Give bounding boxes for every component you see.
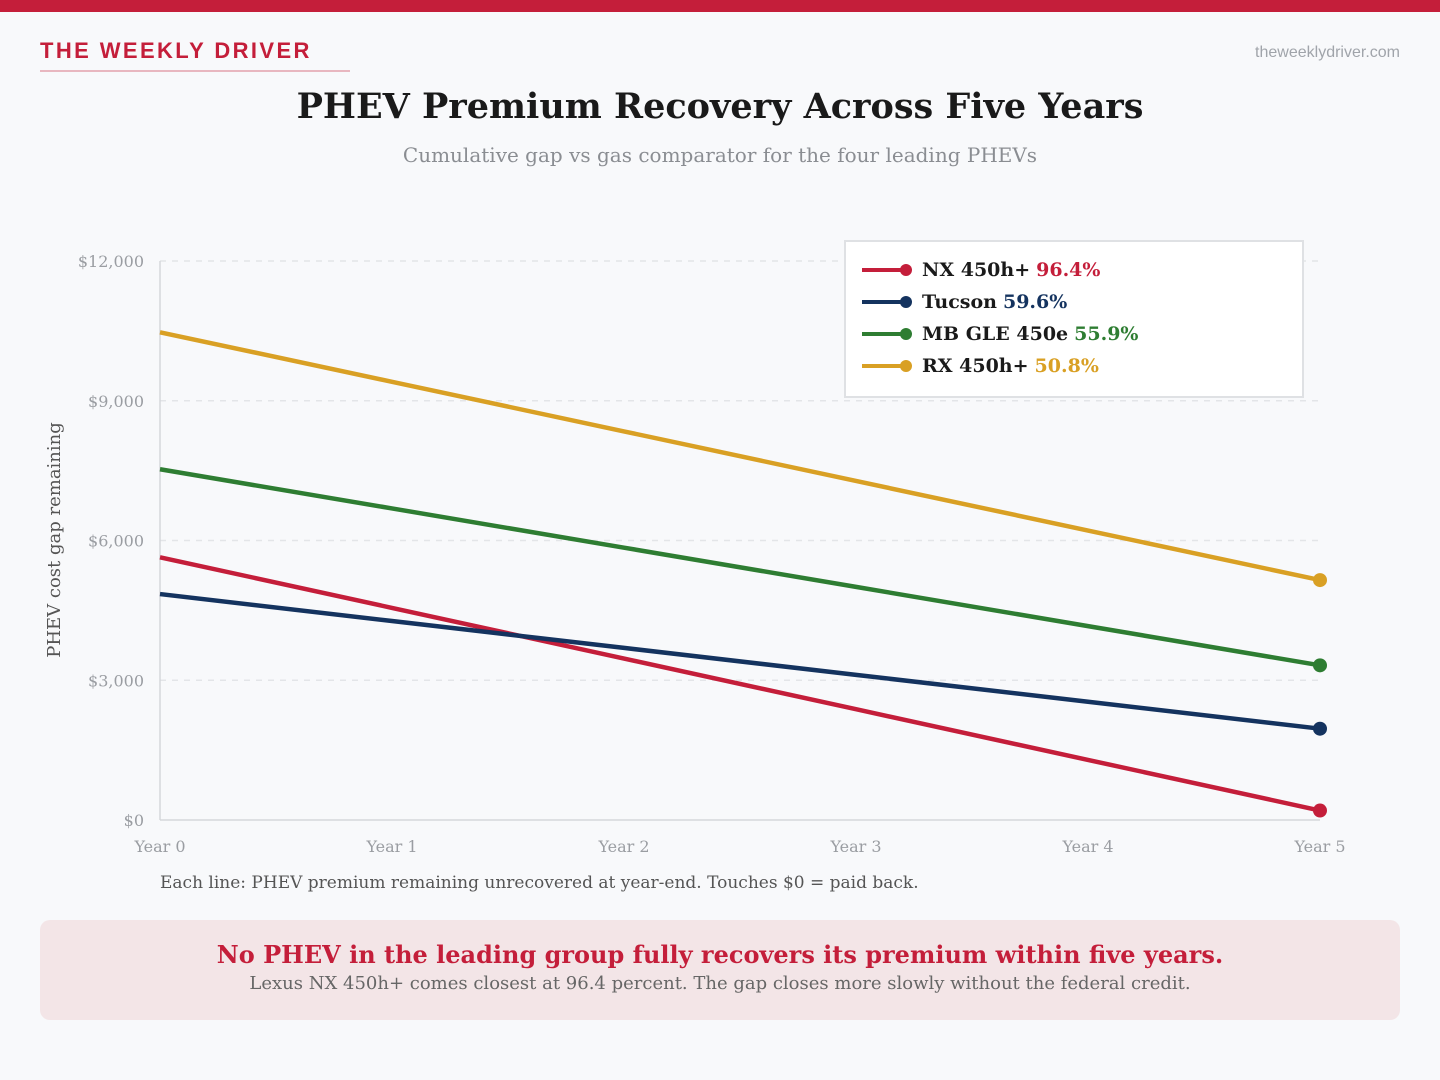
callout-box: No PHEV in the leading group fully recov…	[40, 920, 1400, 1020]
legend-swatch	[862, 360, 912, 372]
x-tick-label: Year 5	[1293, 837, 1345, 856]
legend-label: Tucson	[922, 291, 997, 313]
legend-swatch	[862, 264, 912, 276]
legend-label: NX 450h+	[922, 259, 1031, 281]
y-tick-label: $3,000	[88, 671, 144, 690]
y-tick-label: $12,000	[78, 252, 144, 271]
series-line-0	[159, 555, 1321, 813]
legend-swatch	[862, 296, 912, 308]
x-tick-label: Year 2	[597, 837, 649, 856]
legend-label: MB GLE 450e	[922, 323, 1069, 345]
site-url: theweeklydriver.com	[1255, 44, 1400, 61]
legend-item: NX 450h+ 96.4%	[862, 256, 1100, 284]
brand-logo: THE WEEKLY DRIVER	[40, 38, 312, 63]
chart-note: Each line: PHEV premium remaining unreco…	[160, 873, 919, 893]
brand-underline	[40, 70, 350, 72]
x-tick-label: Year 3	[829, 837, 881, 856]
legend-item: RX 450h+ 50.8%	[862, 352, 1099, 380]
series-endpoint-1	[1313, 721, 1327, 736]
legend-item: MB GLE 450e 55.9%	[862, 320, 1138, 348]
series-line-3	[159, 330, 1321, 583]
y-axis-label: PHEV cost gap remaining	[44, 422, 65, 658]
legend-percent: 59.6%	[1002, 291, 1068, 313]
x-tick-label: Year 0	[133, 837, 185, 856]
series-endpoint-2	[1313, 658, 1327, 673]
legend-percent: 55.9%	[1074, 323, 1139, 345]
y-tick-label: $6,000	[88, 532, 144, 551]
y-tick-label: $9,000	[88, 392, 144, 411]
legend-label: RX 450h+	[922, 355, 1029, 377]
chart-subtitle: Cumulative gap vs gas comparator for the…	[402, 143, 1038, 167]
series-endpoint-3	[1313, 573, 1327, 588]
chart-title: PHEV Premium Recovery Across Five Years	[296, 86, 1144, 127]
legend-item: Tucson 59.6%	[862, 288, 1067, 316]
callout-body: Lexus NX 450h+ comes closest at 96.4 per…	[249, 973, 1191, 994]
top-accent-bar	[0, 0, 1440, 12]
x-tick-label: Year 4	[1061, 837, 1113, 856]
y-tick-label: $0	[124, 811, 144, 830]
legend-percent: 50.8%	[1034, 355, 1099, 377]
callout-headline: No PHEV in the leading group fully recov…	[216, 940, 1224, 969]
series-line-1	[159, 591, 1321, 731]
legend-swatch	[862, 328, 912, 340]
legend: NX 450h+ 96.4% Tucson 59.6% MB GLE 450e 55.9%…	[844, 240, 1304, 398]
legend-percent: 96.4%	[1036, 259, 1101, 281]
series-endpoint-0	[1313, 803, 1327, 818]
series-line-2	[159, 467, 1321, 668]
x-tick-label: Year 1	[365, 837, 417, 856]
